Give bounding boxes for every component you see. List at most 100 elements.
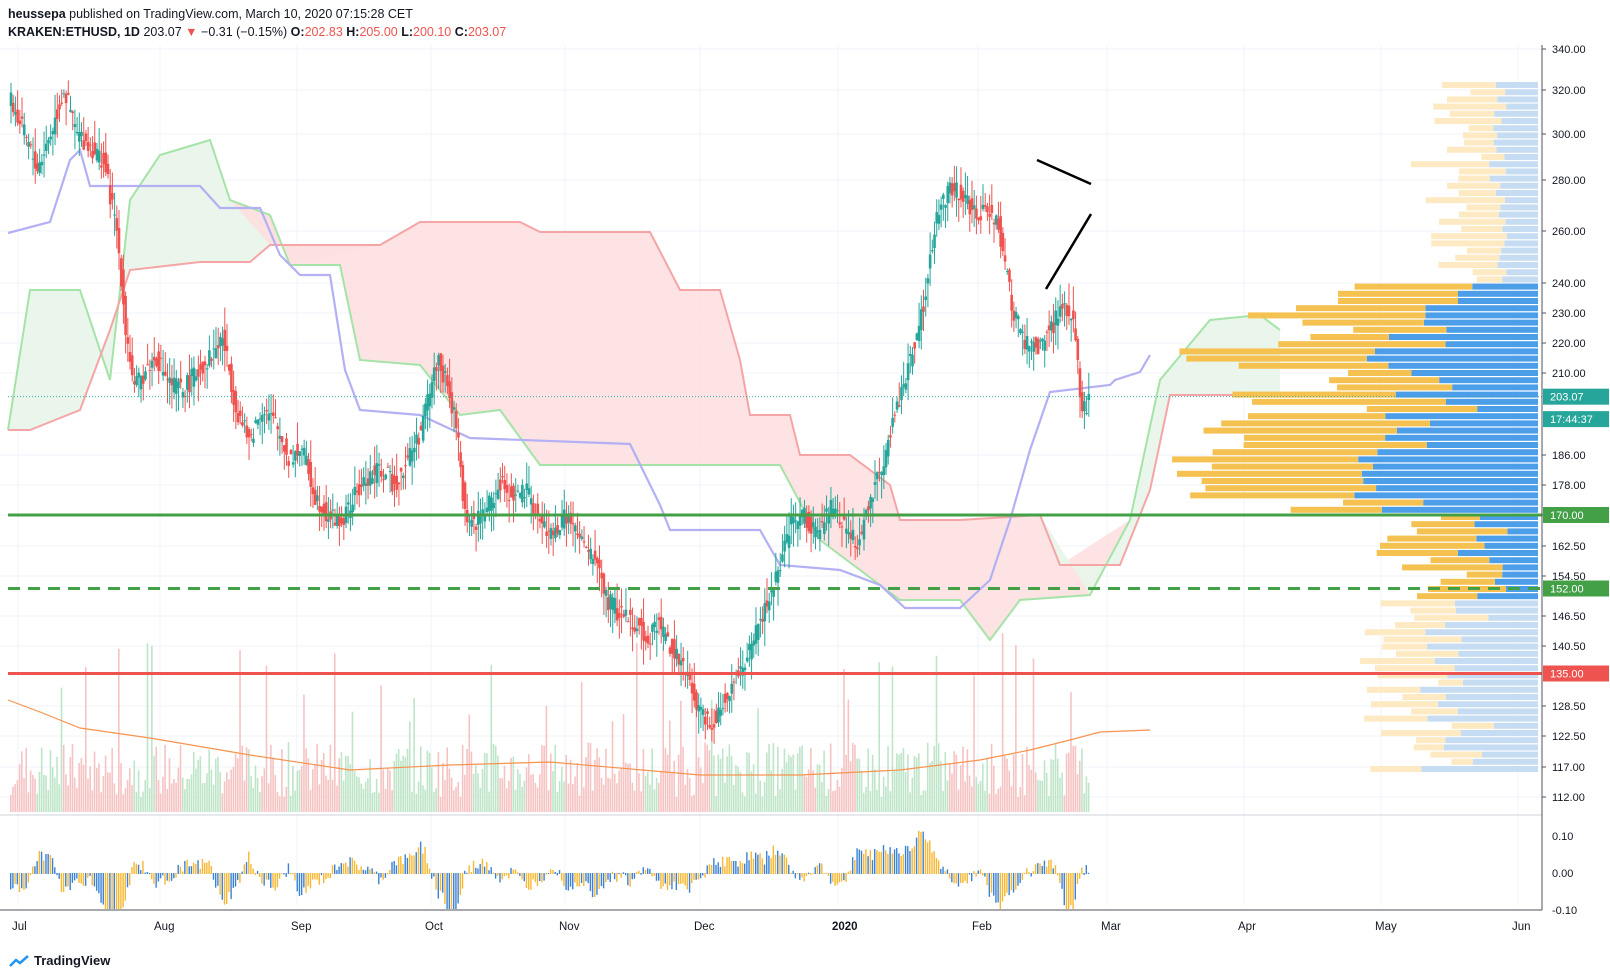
candle-body [891,417,894,427]
osc-bar [768,855,770,874]
osc-bar [400,856,402,874]
osc-bar [358,870,360,874]
osc-bar [642,867,644,874]
volume-bar [1063,795,1066,812]
candle-body [139,375,143,390]
vp-up-bar [1445,737,1538,744]
candle-body [1032,342,1036,352]
volume-bar [962,746,964,812]
vp-up-bar [1504,154,1538,160]
candle-body [368,471,372,486]
vp-up-bar [1376,485,1538,492]
price-badge [1543,388,1609,405]
volume-bar [876,789,878,812]
tradingview-footer[interactable]: TradingView [8,953,110,968]
volume-bar [62,744,65,812]
volume-bar [186,778,188,812]
osc-bar [781,853,783,874]
volume-bar [951,773,953,812]
time-tick-label: Mar [1101,921,1121,933]
horizontal-levels[interactable] [8,396,1542,675]
osc-bar [777,850,779,874]
close-value: 203.07 [467,25,507,39]
vp-up-bar [1497,132,1538,139]
candle-body [1030,341,1033,343]
volume-bar [999,786,1002,812]
osc-bar [453,873,455,909]
osc-bar [968,873,971,875]
lower-trendline[interactable] [1044,213,1093,290]
volume-bar [151,645,153,812]
candle-body [521,484,524,503]
candle-body [644,636,648,642]
volume-bar [840,767,843,812]
candle-body [91,150,94,159]
candle-body [258,418,262,420]
candle-body [765,600,769,607]
volume-bar [250,775,252,812]
vp-up-bar [1506,233,1538,240]
osc-bar [307,873,309,887]
candle-body [342,518,346,525]
volume-bar [43,774,45,812]
volume-bar [638,773,640,812]
volume-bar [265,665,268,812]
price-badge [1543,507,1609,523]
volume-bar [65,774,67,812]
osc-bar [832,873,834,882]
osc-bar [814,867,816,874]
osc-bar [201,858,204,874]
candle-body [953,183,956,192]
candle-body [785,534,789,543]
candle-body [959,184,963,200]
vp-up-bar [1505,218,1538,225]
osc-bar [210,866,212,874]
osc-bar [662,873,664,887]
osc-bar [761,858,763,874]
trendline-drawings[interactable] [1036,158,1093,290]
volume-bar [415,793,418,812]
volume-bar [285,786,288,812]
vp-down-bar [1244,434,1386,441]
volume-bar [296,770,299,812]
candle-body [413,447,416,453]
osc-bar [737,866,739,874]
volume-bar [413,698,415,812]
candle-body [371,478,374,484]
candle-body [305,455,308,465]
osc-bar [186,859,188,874]
osc-bar [752,858,755,874]
volume-bar [602,784,605,812]
candle-body [60,102,63,104]
volume-bar [29,770,32,812]
volume-bar [631,782,634,812]
candle-body [567,514,570,523]
volume-bar [1081,748,1083,812]
author-name[interactable]: heussepa [8,7,66,21]
volume-bar [214,758,217,812]
candle-body [1041,338,1044,342]
symbol-label[interactable]: KRAKEN:ETHUSD, 1D [8,25,140,39]
candle-body [161,372,165,376]
candle-body [558,530,562,536]
osc-bar [1081,867,1083,874]
vp-up-bar [1447,672,1538,679]
candle-body [1016,315,1020,320]
osc-bar [212,873,215,880]
vp-up-bar [1493,125,1538,132]
osc-bar [955,873,957,884]
osc-bar [935,858,938,874]
candle-body [181,392,185,398]
upper-trendline[interactable] [1036,158,1092,186]
volume-bar [446,747,449,812]
volume-bar [543,745,545,812]
osc-bar [779,855,781,874]
volume-bar [135,791,138,812]
volume-bar [1056,758,1059,812]
vp-down-bar [1472,269,1507,276]
volume-bar [69,757,72,812]
price-tick-label: 117.00 [1552,762,1585,774]
candle-body [856,547,859,550]
candle-body [291,462,295,465]
